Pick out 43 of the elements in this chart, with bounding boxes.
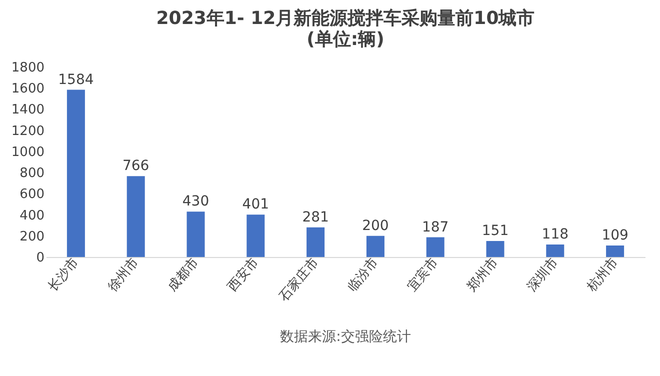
bar: [246, 214, 265, 257]
chart-subtitle: (单位:辆): [306, 29, 384, 50]
y-tick-label: 1200: [11, 124, 44, 139]
y-tick-label: 1800: [11, 60, 44, 76]
data-label: 200: [362, 218, 389, 234]
data-label: 1584: [58, 72, 94, 88]
data-label: 109: [602, 227, 628, 244]
data-label: 766: [122, 158, 150, 174]
x-tick-label: 成都市: [165, 255, 202, 295]
x-tick-label: 西安市: [224, 254, 262, 295]
bar: [486, 241, 504, 257]
bar: [606, 245, 624, 257]
bar: [306, 227, 325, 257]
data-label: 118: [542, 226, 569, 243]
bar: [426, 237, 444, 257]
chart-title: 2023年1- 12月新能源搅拌车采购量前10城市: [156, 8, 535, 29]
y-tick-label: 1600: [11, 82, 44, 97]
x-tick-label: 长沙市: [46, 255, 82, 295]
x-tick-label: 杭州市: [584, 255, 622, 296]
data-label: 430: [182, 194, 210, 210]
data-label: 187: [422, 219, 449, 236]
y-tick-label: 1000: [11, 144, 44, 160]
y-tick-label: 0: [36, 250, 44, 266]
data-label: 281: [302, 209, 329, 226]
x-tick-label: 临汾市: [345, 255, 382, 295]
y-tick-label: 200: [20, 229, 44, 244]
source-note: 数据来源:交强险统计: [280, 329, 411, 345]
x-tick-label: 深圳市: [524, 255, 562, 295]
bar: [186, 212, 205, 257]
bar: [66, 90, 85, 257]
x-tick-label: 郑州市: [464, 255, 502, 295]
x-tick-label: 徐州市: [105, 255, 142, 295]
y-tick-label: 800: [20, 166, 44, 182]
data-label: 401: [242, 196, 270, 213]
y-tick-label: 1400: [11, 102, 44, 118]
bar: [366, 236, 384, 257]
x-tick-label: 石家庄市: [276, 254, 322, 304]
data-label: 151: [482, 223, 509, 240]
bar: [126, 176, 145, 257]
y-tick-label: 400: [20, 208, 44, 224]
x-tick-label: 宜宾市: [404, 254, 442, 295]
bar: [546, 244, 564, 257]
y-tick-label: 600: [20, 187, 44, 202]
